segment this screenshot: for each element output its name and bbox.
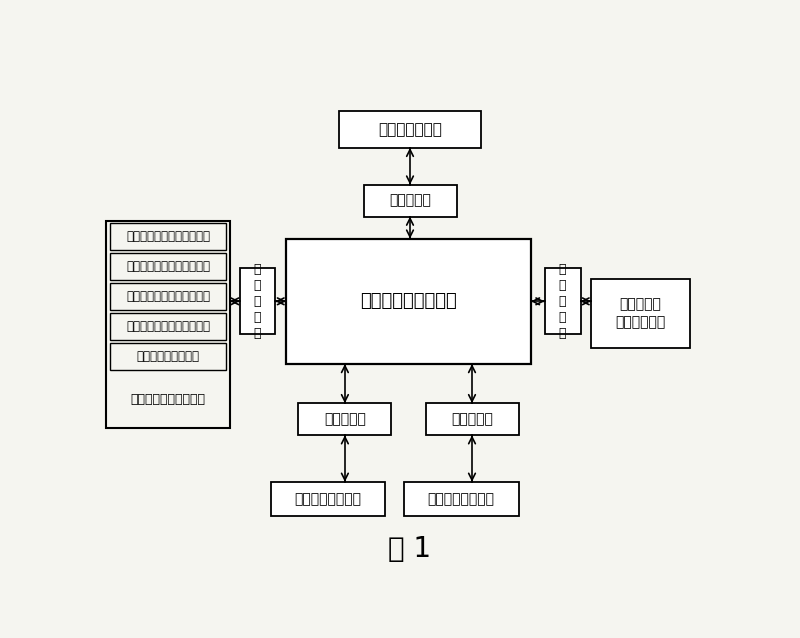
Text: 工作流执行服务模块: 工作流执行服务模块: [360, 292, 457, 310]
Bar: [239, 268, 275, 334]
Text: 流程启动者角色管理子模块: 流程启动者角色管理子模块: [126, 230, 210, 243]
Bar: [110, 313, 226, 339]
Bar: [106, 221, 230, 428]
Bar: [270, 482, 386, 516]
Text: 工作流接口: 工作流接口: [389, 193, 431, 207]
Text: 流程交办者角色管理子模块: 流程交办者角色管理子模块: [126, 290, 210, 303]
Bar: [110, 253, 226, 280]
Bar: [338, 111, 482, 148]
Bar: [545, 268, 581, 334]
Text: 静态角色管理子模块: 静态角色管理子模块: [137, 350, 200, 362]
Text: 流程操作者角色管理子模块: 流程操作者角色管理子模块: [126, 320, 210, 332]
Text: 图 1: 图 1: [389, 535, 431, 563]
Bar: [426, 403, 518, 435]
Text: 其它工作流
执行服务模块: 其它工作流 执行服务模块: [615, 298, 666, 329]
Text: 工作流管理和监控模块: 工作流管理和监控模块: [130, 393, 206, 406]
Bar: [591, 279, 690, 348]
Text: 工作流接口: 工作流接口: [324, 412, 366, 426]
Bar: [363, 184, 457, 216]
Bar: [286, 239, 531, 364]
Bar: [110, 223, 226, 250]
Text: 客户应用程序模块: 客户应用程序模块: [294, 492, 362, 506]
Text: 被调应用程序模块: 被调应用程序模块: [428, 492, 494, 506]
Text: 工
作
流
接
口: 工 作 流 接 口: [254, 263, 262, 340]
Bar: [110, 283, 226, 310]
Bar: [404, 482, 518, 516]
Text: 流程管理者角色管理子模块: 流程管理者角色管理子模块: [126, 260, 210, 273]
Bar: [110, 343, 226, 369]
Text: 工
作
流
接
口: 工 作 流 接 口: [558, 263, 566, 340]
Text: 工作流设计模块: 工作流设计模块: [378, 122, 442, 137]
Bar: [298, 403, 391, 435]
Text: 工作流接口: 工作流接口: [451, 412, 493, 426]
